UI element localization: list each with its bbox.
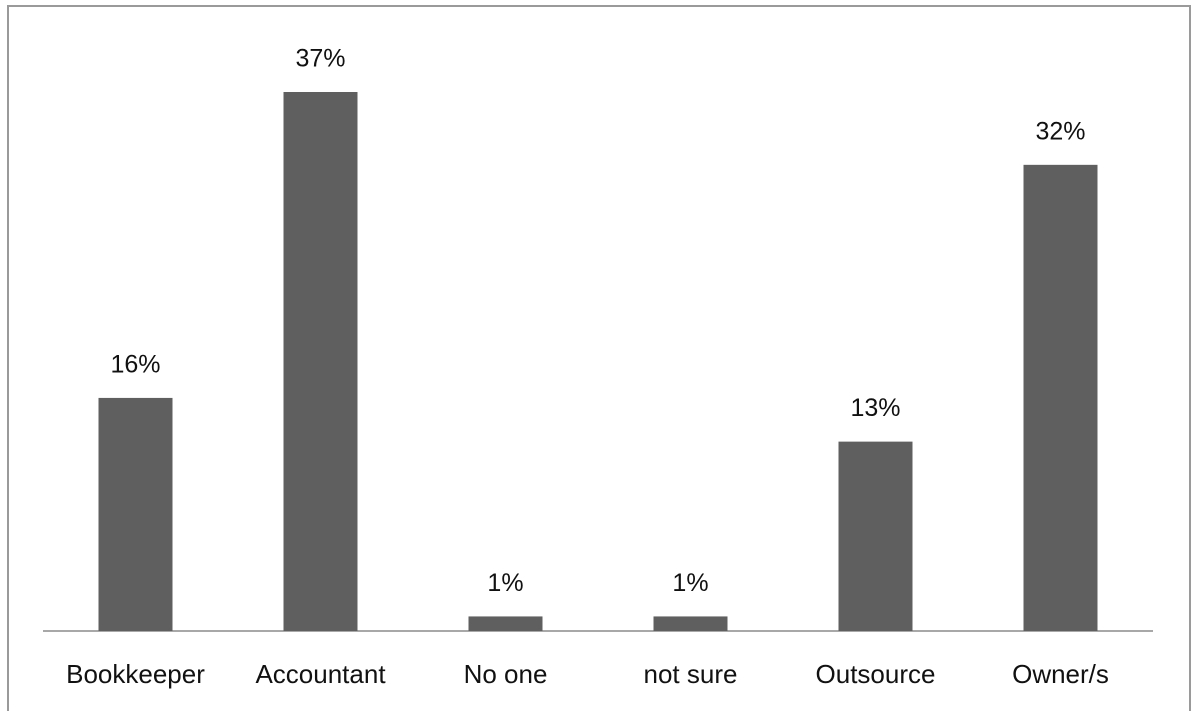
- x-tick-label: Bookkeeper: [66, 659, 205, 689]
- x-tick-label: Accountant: [255, 659, 386, 689]
- data-label: 37%: [295, 45, 345, 73]
- bar: [653, 616, 728, 631]
- data-label: 13%: [850, 394, 900, 422]
- bar: [1023, 164, 1098, 632]
- bar: [468, 616, 543, 631]
- data-label: 16%: [110, 351, 160, 379]
- bar: [838, 441, 913, 631]
- chart-border: [7, 5, 1191, 716]
- bar: [98, 397, 173, 631]
- data-label: 1%: [487, 569, 523, 597]
- x-tick-label: Outsource: [816, 659, 936, 689]
- bar: [283, 92, 358, 631]
- x-tick-label: No one: [464, 659, 548, 689]
- data-label: 32%: [1035, 117, 1085, 145]
- x-tick-label: not sure: [644, 659, 738, 689]
- data-label: 1%: [672, 569, 708, 597]
- x-tick-label: Owner/s: [1012, 659, 1109, 689]
